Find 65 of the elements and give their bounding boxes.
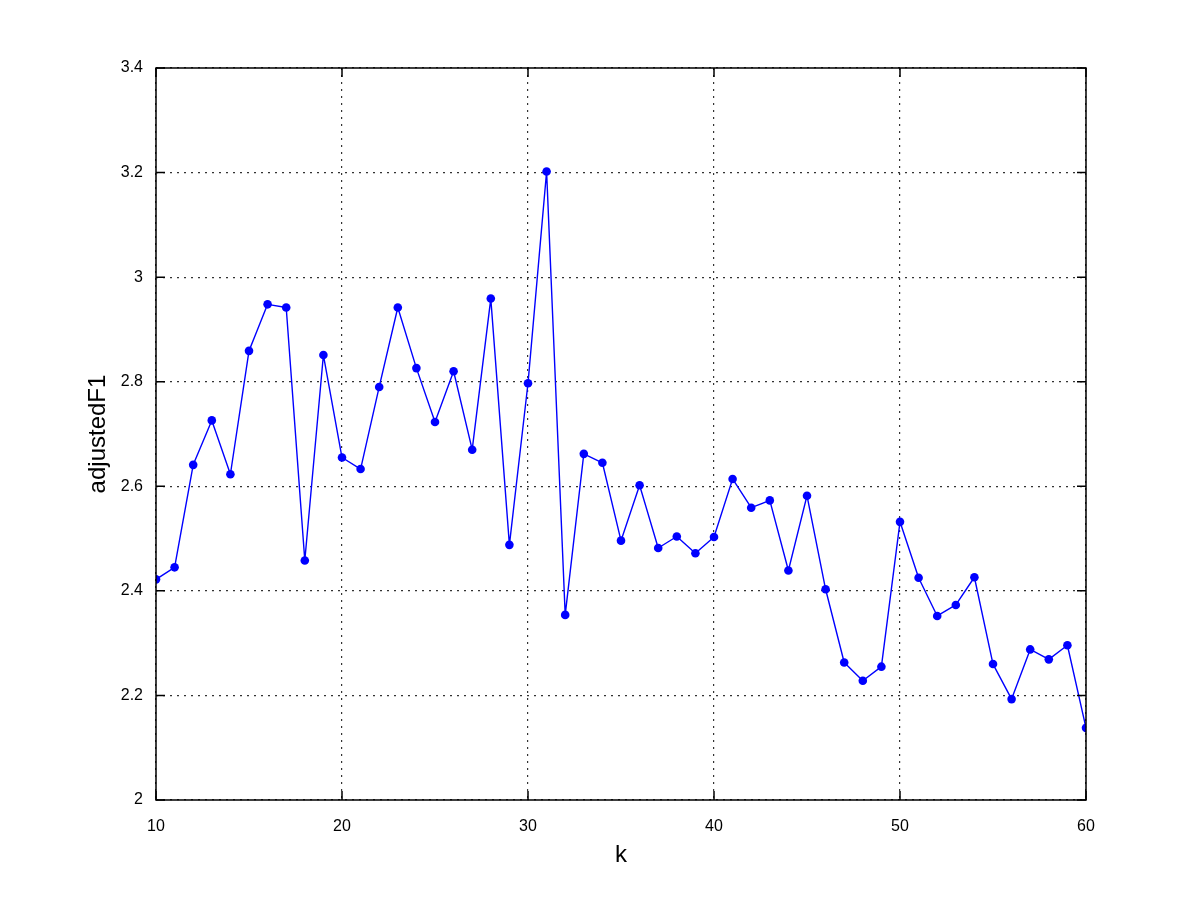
point — [895, 517, 905, 527]
point — [560, 610, 570, 620]
x-axis-title: k — [615, 840, 628, 868]
point — [263, 300, 272, 309]
point — [746, 503, 756, 513]
point — [765, 496, 775, 505]
point — [542, 167, 551, 176]
y-tick-label: 2.8 — [120, 372, 144, 390]
point — [1063, 640, 1072, 650]
x-tick-label: 20 — [333, 817, 351, 835]
x-tick-label: 40 — [705, 817, 723, 835]
point — [412, 363, 421, 373]
point — [356, 464, 365, 474]
point — [188, 460, 198, 470]
point — [858, 676, 868, 686]
y-tick-label: 3.2 — [120, 162, 144, 180]
point — [1007, 694, 1016, 704]
point — [932, 611, 942, 621]
x-tick-label: 10 — [147, 817, 165, 835]
y-tick-label: 2.2 — [120, 685, 144, 703]
y-axis-title: adjustedF1 — [83, 374, 111, 494]
x-tick-label: 30 — [519, 817, 537, 835]
point — [821, 584, 830, 594]
point — [970, 572, 979, 582]
point — [635, 480, 644, 490]
y-tick-label: 3.4 — [120, 58, 144, 76]
x-tick-label: 60 — [1077, 817, 1095, 835]
y-tick-label: 2.6 — [120, 476, 144, 494]
point — [988, 659, 998, 669]
point — [616, 536, 626, 545]
point — [300, 556, 310, 565]
point — [877, 662, 886, 671]
point — [170, 563, 179, 572]
point — [523, 378, 533, 388]
point — [709, 532, 719, 542]
y-tick-label: 2 — [134, 790, 144, 808]
point — [467, 445, 477, 454]
point — [244, 346, 254, 356]
point — [728, 474, 737, 484]
point — [449, 366, 458, 376]
point — [598, 458, 607, 468]
y-tick-label: 3 — [134, 267, 144, 285]
point — [1044, 655, 1054, 664]
point — [839, 658, 849, 667]
point — [207, 416, 217, 425]
point — [281, 303, 291, 312]
point — [784, 566, 793, 575]
point — [691, 548, 700, 558]
point — [374, 382, 384, 392]
y-tick-label: 2.4 — [120, 581, 144, 599]
point — [914, 573, 923, 583]
point — [802, 491, 812, 500]
point — [319, 350, 328, 360]
point — [337, 453, 347, 462]
point — [951, 600, 961, 610]
point — [226, 469, 235, 479]
x-tick-label: 50 — [891, 817, 909, 835]
point — [653, 543, 663, 553]
point — [1025, 645, 1035, 654]
point — [672, 532, 682, 541]
point — [505, 540, 514, 550]
point — [430, 417, 440, 427]
point — [393, 303, 403, 312]
point — [579, 449, 589, 459]
point — [486, 294, 496, 303]
